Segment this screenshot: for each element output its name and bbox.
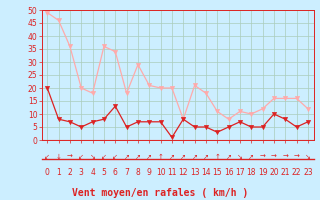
Text: ↗: ↗ <box>124 154 130 160</box>
Text: ↗: ↗ <box>248 154 254 160</box>
Text: 15: 15 <box>212 168 222 177</box>
Text: ↗: ↗ <box>192 154 197 160</box>
Text: 4: 4 <box>90 168 95 177</box>
Text: 12: 12 <box>179 168 188 177</box>
Text: ↙: ↙ <box>78 154 84 160</box>
Text: ↙: ↙ <box>112 154 118 160</box>
Text: 18: 18 <box>246 168 256 177</box>
Text: ↑: ↑ <box>158 154 164 160</box>
Text: ↗: ↗ <box>226 154 232 160</box>
Text: ↙: ↙ <box>101 154 107 160</box>
Text: 8: 8 <box>136 168 140 177</box>
Text: 2: 2 <box>68 168 72 177</box>
Text: 11: 11 <box>167 168 177 177</box>
Text: 16: 16 <box>224 168 233 177</box>
Text: ↗: ↗ <box>180 154 186 160</box>
Text: 20: 20 <box>269 168 279 177</box>
Text: ↗: ↗ <box>135 154 141 160</box>
Text: 7: 7 <box>124 168 129 177</box>
Text: 17: 17 <box>235 168 245 177</box>
Text: 3: 3 <box>79 168 84 177</box>
Text: ↘: ↘ <box>305 154 311 160</box>
Text: ↗: ↗ <box>169 154 175 160</box>
Text: ↗: ↗ <box>203 154 209 160</box>
Text: 5: 5 <box>101 168 106 177</box>
Text: 14: 14 <box>201 168 211 177</box>
Text: 13: 13 <box>190 168 199 177</box>
Text: ↘: ↘ <box>237 154 243 160</box>
Text: 22: 22 <box>292 168 301 177</box>
Text: ↙: ↙ <box>44 154 50 160</box>
Text: ↓: ↓ <box>56 154 61 160</box>
Text: →: → <box>294 154 300 160</box>
Text: 0: 0 <box>45 168 50 177</box>
Text: 19: 19 <box>258 168 268 177</box>
Text: 1: 1 <box>56 168 61 177</box>
Text: Vent moyen/en rafales ( km/h ): Vent moyen/en rafales ( km/h ) <box>72 188 248 198</box>
Text: ↑: ↑ <box>214 154 220 160</box>
Text: 6: 6 <box>113 168 118 177</box>
Text: →: → <box>260 154 266 160</box>
Text: 9: 9 <box>147 168 152 177</box>
Text: ↘: ↘ <box>90 154 96 160</box>
Text: →: → <box>282 154 288 160</box>
Text: 23: 23 <box>303 168 313 177</box>
Text: 21: 21 <box>281 168 290 177</box>
Text: →: → <box>271 154 277 160</box>
Text: →: → <box>67 154 73 160</box>
Text: 10: 10 <box>156 168 165 177</box>
Text: ↗: ↗ <box>146 154 152 160</box>
